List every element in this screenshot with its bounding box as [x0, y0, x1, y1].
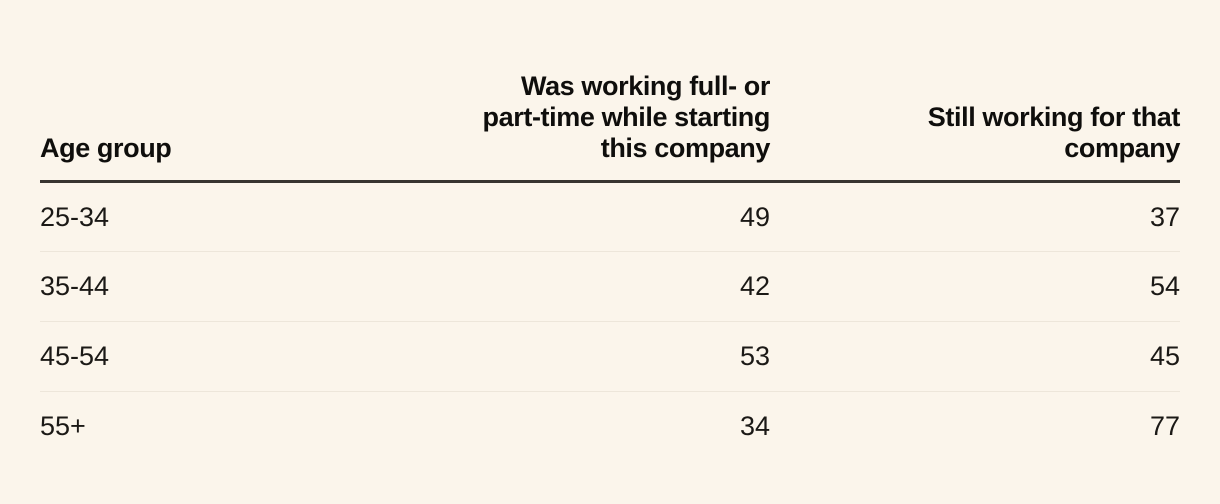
table-row: 25-34 49 37: [40, 182, 1180, 252]
age-group-table: Age group Was working full- or part-time…: [40, 71, 1180, 462]
header-age-group: Age group: [40, 133, 172, 163]
cell-working-value: 34: [739, 411, 770, 442]
header-still-working: Still working for that company: [927, 102, 1181, 163]
header-row: Age group Was working full- or part-time…: [40, 71, 1180, 182]
cell-age-group: 45-54: [40, 341, 110, 371]
cell-working-value: 49: [739, 201, 770, 232]
cell-working-value: 53: [739, 341, 770, 371]
cell-age-group: 55+: [40, 411, 86, 442]
cell-still-value: 45: [1149, 341, 1180, 371]
table-header: Age group Was working full- or part-time…: [40, 71, 1180, 182]
cell-still-value: 77: [1149, 411, 1180, 442]
table-row: 45-54 53 45: [40, 322, 1180, 392]
table-row: 55+ 34 77: [40, 392, 1180, 462]
cell-working-value: 42: [739, 271, 770, 301]
cell-still-value: 54: [1149, 271, 1180, 301]
cell-still-value: 37: [1149, 201, 1180, 232]
header-working-while-starting: Was working full- or part-time while sta…: [482, 71, 771, 163]
table-row: 35-44 42 54: [40, 252, 1180, 322]
table-body: 25-34 49 37 35-44 42 54 45-54 53 45 55+ …: [40, 182, 1180, 462]
cell-age-group: 35-44: [40, 271, 110, 301]
cell-age-group: 25-34: [40, 201, 110, 232]
